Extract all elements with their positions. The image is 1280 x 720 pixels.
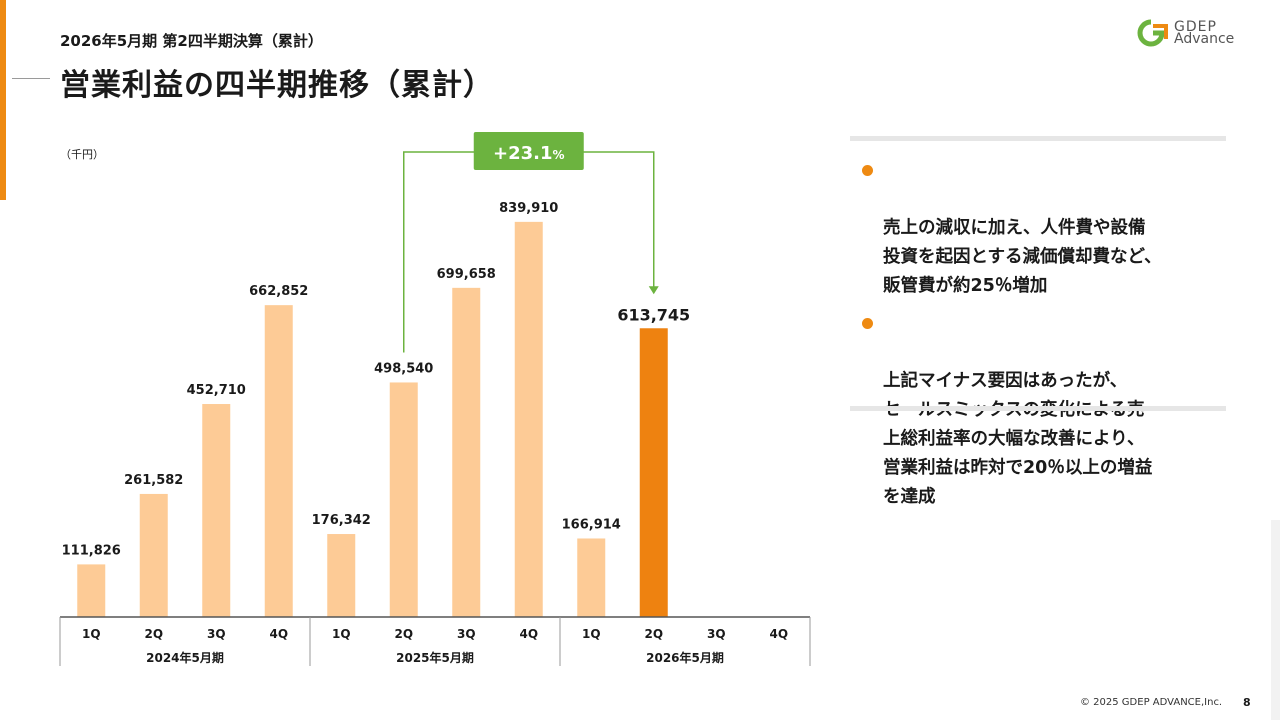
growth-badge xyxy=(473,132,584,170)
commentary-list: 売上の減収に加え、人件費や設備 投資を起因とする減価償却費など、 販管費が約25… xyxy=(860,156,1220,520)
x-tick-label: 1Q xyxy=(332,627,351,641)
logo-mark-icon xyxy=(1137,19,1168,47)
data-label: 699,658 xyxy=(437,267,496,282)
page-subtitle: 2026年5月期 第2四半期決算（累計） xyxy=(60,32,323,50)
data-label: 498,540 xyxy=(374,361,433,376)
x-group-label: 2025年5月期 xyxy=(396,650,474,665)
data-label: 261,582 xyxy=(124,473,183,488)
x-tick-label: 4Q xyxy=(519,627,538,641)
right-edge-decoration xyxy=(1271,520,1280,720)
bar xyxy=(452,287,481,617)
page-number: 8 xyxy=(1243,696,1251,709)
unit-label: （千円） xyxy=(60,148,104,161)
x-tick-label: 3Q xyxy=(707,627,726,641)
copyright: © 2025 GDEP ADVANCE,Inc. xyxy=(1080,697,1223,708)
commentary-text: 売上の減収に加え、人件費や設備 投資を起因とする減価償却費など、 販管費が約25… xyxy=(883,218,1162,296)
title-rule xyxy=(12,78,50,79)
x-tick-label: 3Q xyxy=(457,627,476,641)
bullet-dot-icon xyxy=(862,318,873,329)
bar xyxy=(264,305,293,617)
commentary-text: 上記マイナス要因はあったが、 セールスミックスの変化による売 上総利益率の大幅な… xyxy=(883,371,1153,507)
accent-bar xyxy=(0,0,6,200)
data-label: 839,910 xyxy=(499,201,558,216)
x-tick-label: 4Q xyxy=(769,627,788,641)
bar xyxy=(639,328,668,617)
logo-text-gdep: GDEP xyxy=(1174,19,1217,35)
data-label: 452,710 xyxy=(187,383,246,398)
data-label: 613,745 xyxy=(617,305,690,324)
growth-arrowhead-icon xyxy=(648,286,659,295)
commentary-item: 売上の減収に加え、人件費や設備 投資を起因とする減価償却費など、 販管費が約25… xyxy=(860,156,1220,301)
bar xyxy=(139,493,168,617)
bar xyxy=(327,534,356,617)
data-label: 176,342 xyxy=(312,513,371,528)
bar xyxy=(77,564,106,617)
x-tick-label: 3Q xyxy=(207,627,226,641)
growth-badge-suffix: % xyxy=(552,148,564,162)
data-label: 166,914 xyxy=(562,517,621,532)
bullet-dot-icon xyxy=(862,165,873,176)
panel-top-rule xyxy=(850,136,1226,141)
growth-badge-label: +23.1% xyxy=(493,143,565,164)
x-group-label: 2024年5月期 xyxy=(146,650,224,665)
bar xyxy=(577,538,606,617)
operating-profit-chart: 111,826 1Q 261,582 2Q 452,710 3Q 662,852 4Q 2024… xyxy=(59,132,811,666)
panel-bottom-rule xyxy=(850,406,1226,411)
bar xyxy=(389,382,418,617)
bar xyxy=(514,221,543,617)
x-tick-label: 4Q xyxy=(269,627,288,641)
data-label: 662,852 xyxy=(249,284,308,299)
x-tick-label: 2Q xyxy=(644,627,663,641)
x-tick-label: 2Q xyxy=(394,627,413,641)
x-group-label: 2026年5月期 xyxy=(646,650,724,665)
bar xyxy=(202,404,231,617)
page-title: 営業利益の四半期推移（累計） xyxy=(60,68,494,103)
logo-text-advance: Advance xyxy=(1174,31,1235,47)
company-logo: GDEP Advance xyxy=(1136,18,1266,48)
x-tick-label: 1Q xyxy=(82,627,101,641)
x-tick-label: 1Q xyxy=(582,627,601,641)
data-label: 111,826 xyxy=(62,543,121,558)
x-tick-label: 2Q xyxy=(144,627,163,641)
